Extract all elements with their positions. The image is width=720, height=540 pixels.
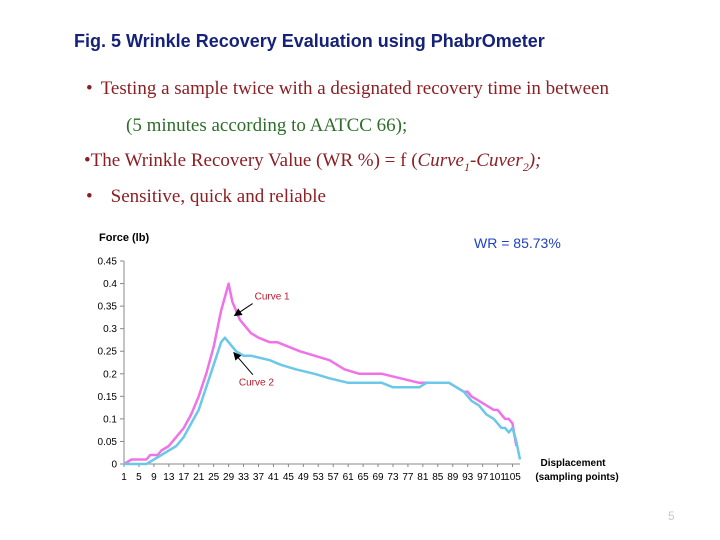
bullet-testing-text: Testing a sample twice with a designated… (100, 78, 609, 99)
x-tick-label: 81 (417, 472, 429, 483)
x-tick-label: 89 (447, 472, 459, 483)
x-tick-label: 13 (163, 472, 175, 483)
x-axis-label: Displacement (540, 458, 606, 469)
bullet-marker: • (86, 186, 93, 207)
curve1-arrow (233, 303, 253, 317)
wr-annotation: WR = 85.73% (474, 235, 561, 251)
x-tick-label: 29 (223, 472, 235, 483)
bullet-sensitive: • Sensitive, quick and reliable (86, 186, 326, 208)
page-number: 5 (668, 509, 675, 523)
x-tick-label: 57 (328, 472, 340, 483)
formula-curve1: Curve (417, 150, 464, 171)
curve2-arrow (233, 351, 254, 376)
y-tick-label: 0.25 (98, 347, 118, 358)
y-tick-label: 0.15 (98, 392, 118, 403)
x-tick-label: 17 (178, 472, 190, 483)
formula-suffix: ); (528, 150, 542, 171)
x-tick-label: 37 (253, 472, 265, 483)
x-tick-label: 45 (283, 472, 295, 483)
formula-prefix: The Wrinkle Recovery Value (WR %) = f ( (90, 150, 418, 171)
x-axis-label-line2: (sampling points) (535, 472, 618, 483)
x-tick-label: 73 (387, 472, 399, 483)
bullet-testing-continuation: (5 minutes according to AATCC 66); (126, 115, 408, 136)
formula-curve2: -Cuver (469, 150, 523, 171)
x-tick-label: 49 (298, 472, 310, 483)
y-tick-label: 0.05 (98, 437, 118, 448)
x-tick-label: 105 (504, 472, 521, 483)
x-tick-label: 101 (489, 472, 506, 483)
x-tick-label: 1 (121, 472, 127, 483)
y-tick-label: 0.45 (98, 257, 118, 268)
y-tick-label: 0.2 (103, 369, 117, 380)
x-tick-label: 9 (151, 472, 157, 483)
slide-title: Fig. 5 Wrinkle Recovery Evaluation using… (74, 31, 545, 51)
x-tick-label: 93 (462, 472, 474, 483)
y-tick-label: 0.4 (103, 279, 117, 290)
y-tick-label: 0 (111, 460, 117, 471)
bullet-formula: •The Wrinkle Recovery Value (WR %) = f (… (84, 150, 541, 175)
bullet-sensitive-text: Sensitive, quick and reliable (110, 186, 326, 207)
x-tick-label: 33 (238, 472, 250, 483)
x-tick-label: 65 (358, 472, 370, 483)
y-tick-label: 0.35 (98, 302, 118, 313)
series-line-1 (123, 282, 518, 466)
bullet-testing: • Testing a sample twice with a designate… (86, 78, 609, 100)
bullet-marker: • (84, 150, 91, 171)
x-tick-label: 53 (313, 472, 325, 483)
x-tick-label: 85 (432, 472, 444, 483)
curve-label: Curve 2 (239, 378, 274, 389)
x-tick-label: 61 (343, 472, 355, 483)
bullet-marker: • (86, 78, 93, 99)
x-tick-label: 5 (136, 472, 142, 483)
y-axis-label: Force (lb) (99, 232, 149, 244)
x-tick-label: 25 (208, 472, 220, 483)
series-line-2 (124, 336, 522, 466)
x-tick-label: 97 (477, 472, 489, 483)
y-tick-label: 0.1 (103, 414, 117, 425)
x-tick-label: 41 (268, 472, 280, 483)
x-tick-label: 69 (372, 472, 384, 483)
formula-sub2: 2 (522, 159, 529, 174)
y-tick-label: 0.3 (103, 324, 117, 335)
curve-label: Curve 1 (255, 292, 290, 303)
x-tick-label: 77 (402, 472, 414, 483)
x-tick-label: 21 (193, 472, 205, 483)
formula-sub1: 1 (463, 159, 470, 174)
